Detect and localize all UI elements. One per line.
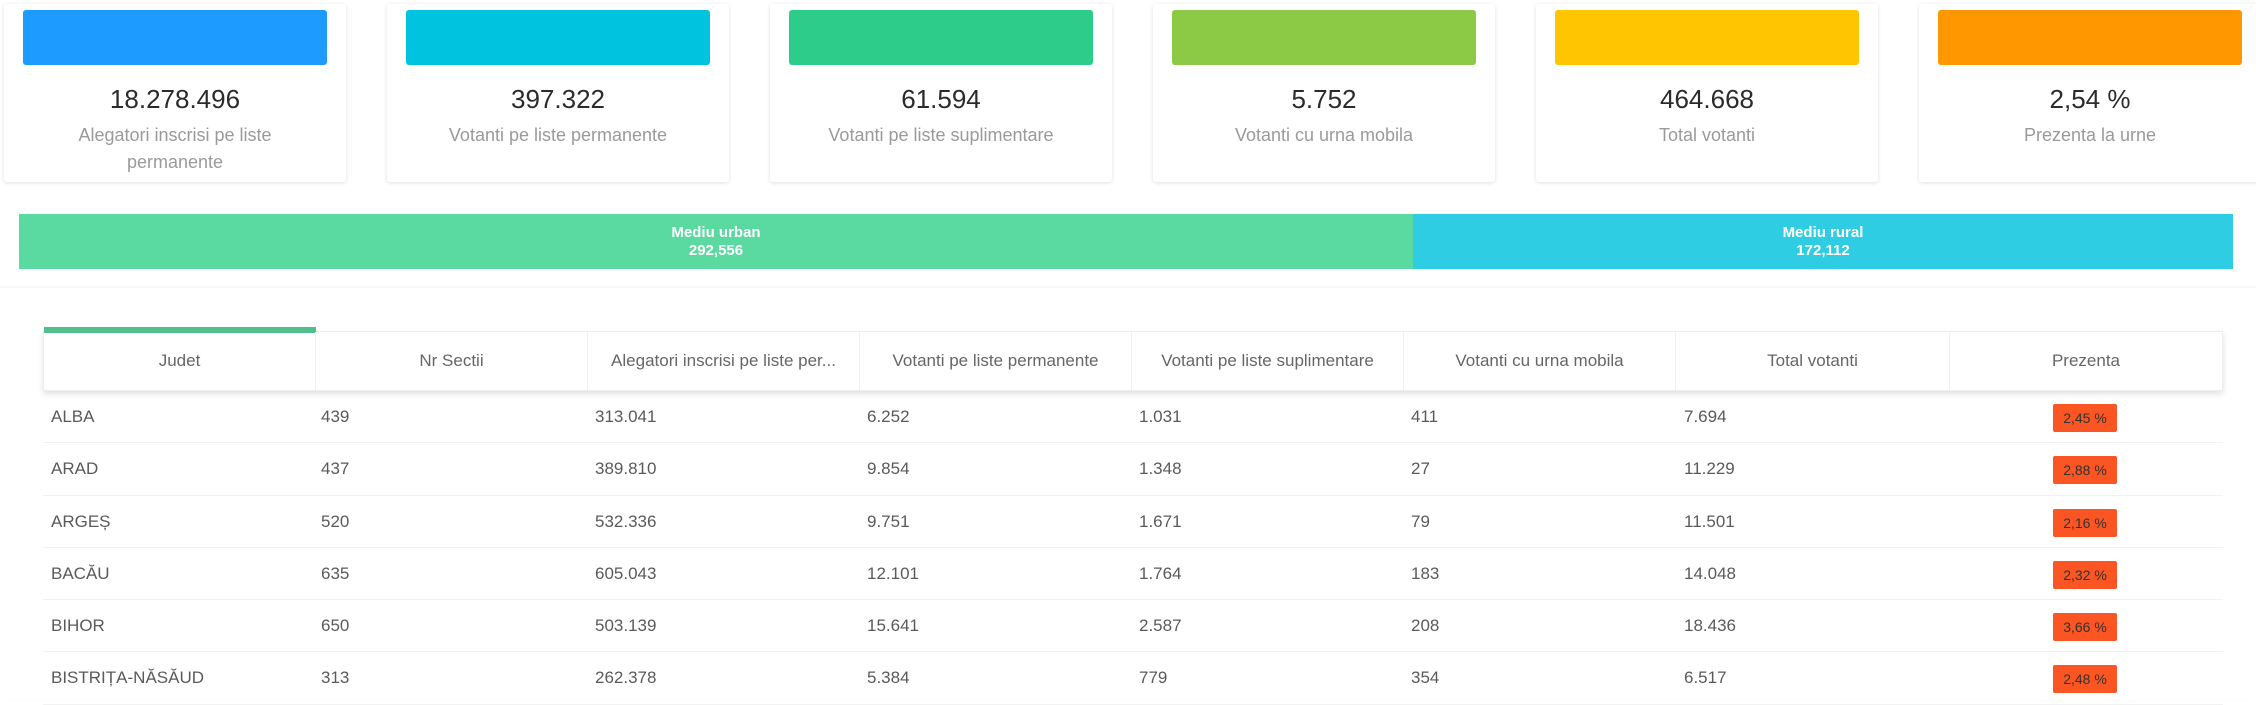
- turnout-badge: 2,45 %: [2053, 404, 2117, 432]
- stat-label: Votanti pe liste permanente: [448, 125, 668, 145]
- cell-total-votanti: 11.229: [1684, 459, 1735, 479]
- table-row[interactable]: BIHOR 650 503.139 15.641 2.587 208 18.436 3,66 …: [43, 600, 2223, 653]
- stat-card-total: 464.668 Total votanti: [1536, 4, 1878, 182]
- stat-card-color-bar: [1555, 10, 1859, 65]
- cell-votanti-suplimentare: 1.671: [1139, 511, 1182, 531]
- turnout-badge: 2,48 %: [2053, 665, 2117, 694]
- cell-alegatori: 389.810: [595, 459, 657, 479]
- table-row[interactable]: ARAD 437 389.810 9.854 1.348 27 11.229 2,88 %: [43, 443, 2223, 496]
- urban-value: 292,556: [688, 241, 744, 259]
- cell-judet: ARGEȘ: [51, 511, 111, 531]
- rural-value: 172,112: [1796, 241, 1850, 259]
- stat-value: 464.668: [1660, 84, 1754, 114]
- cell-nr-sectii: 313: [321, 668, 350, 688]
- stat-card-color-bar: [789, 10, 1093, 65]
- urban-title: Mediu urban: [671, 223, 761, 241]
- cell-votanti-permanente: 9.854: [867, 459, 910, 479]
- cell-alegatori: 532.336: [595, 511, 657, 531]
- turnout-badge: 2,88 %: [2053, 456, 2117, 485]
- stat-card-permanent: 397.322 Votanti pe liste permanente: [387, 4, 729, 182]
- cell-nr-sectii: 439: [321, 407, 350, 426]
- stat-card-color-bar: [1938, 10, 2242, 65]
- column-header-votanti-permanente[interactable]: Votanti pe liste permanente: [860, 332, 1132, 390]
- cell-nr-sectii: 635: [321, 563, 350, 583]
- stat-value: 61.594: [901, 84, 981, 114]
- cell-urna-mobila: 411: [1411, 407, 1439, 426]
- cell-nr-sectii: 650: [321, 616, 350, 636]
- stat-label: Total votanti: [1658, 125, 1756, 145]
- table-body: ALBA 439 313.041 6.252 1.031 411 7.694 2,45 % AR…: [43, 391, 2223, 705]
- rural-segment[interactable]: Mediu rural 172,112: [1413, 214, 2233, 269]
- cell-judet: ARAD: [51, 459, 99, 479]
- cell-judet: BACĂU: [51, 563, 110, 583]
- cell-votanti-permanente: 15.641: [867, 616, 919, 636]
- turnout-badge: 2,16 %: [2053, 508, 2117, 537]
- table-row[interactable]: BACĂU 635 605.043 12.101 1.764 183 14.048 2,32 …: [43, 548, 2223, 601]
- column-header-urna-mobila[interactable]: Votanti cu urna mobila: [1404, 332, 1676, 390]
- column-header-nr-sectii[interactable]: Nr Sectii: [316, 332, 588, 390]
- cell-total-votanti: 18.436: [1684, 616, 1736, 636]
- stat-label: Votanti cu urna mobila: [1234, 125, 1414, 145]
- stat-card-turnout: 2,54 % Prezenta la urne: [1919, 4, 2256, 182]
- cell-votanti-permanente: 12.101: [867, 563, 919, 583]
- cell-alegatori: 605.043: [595, 563, 657, 583]
- cell-votanti-suplimentare: 1.348: [1139, 459, 1182, 479]
- column-header-votanti-suplimentare[interactable]: Votanti pe liste suplimentare: [1132, 332, 1404, 390]
- stat-value: 18.278.496: [109, 84, 241, 114]
- cell-total-votanti: 11.501: [1684, 511, 1735, 531]
- cell-judet: ALBA: [51, 407, 95, 426]
- stat-value: 397.322: [511, 84, 605, 114]
- stat-card-color-bar: [406, 10, 710, 65]
- stat-label: Alegatori inscrisi pe liste permanente: [78, 125, 272, 172]
- stat-label: Prezenta la urne: [2023, 125, 2157, 145]
- cell-alegatori: 313.041: [595, 407, 657, 426]
- cell-nr-sectii: 437: [321, 459, 350, 479]
- cell-judet: BIHOR: [51, 616, 105, 636]
- stat-card-color-bar: [1172, 10, 1476, 65]
- cell-urna-mobila: 79: [1411, 511, 1430, 531]
- cell-votanti-suplimentare: 1.031: [1139, 407, 1182, 426]
- cell-nr-sectii: 520: [321, 511, 350, 531]
- cell-alegatori: 503.139: [595, 616, 657, 636]
- stat-card-supplementary: 61.594 Votanti pe liste suplimentare: [770, 4, 1112, 182]
- stat-label: Votanti pe liste suplimentare: [828, 125, 1054, 145]
- county-table-panel: Judet Nr Sectii Alegatori inscrisi pe li…: [0, 288, 2256, 705]
- turnout-badge: 2,32 %: [2053, 560, 2117, 589]
- cell-urna-mobila: 354: [1411, 668, 1440, 688]
- cell-total-votanti: 7.694: [1684, 407, 1727, 426]
- cell-urna-mobila: 27: [1411, 459, 1430, 479]
- column-header-total-votanti[interactable]: Total votanti: [1676, 332, 1950, 390]
- rural-title: Mediu rural: [1782, 223, 1864, 241]
- urban-segment[interactable]: Mediu urban 292,556: [19, 214, 1413, 269]
- county-table: Judet Nr Sectii Alegatori inscrisi pe li…: [43, 327, 2223, 705]
- cell-total-votanti: 14.048: [1684, 563, 1736, 583]
- cell-votanti-permanente: 5.384: [867, 668, 910, 688]
- cell-urna-mobila: 183: [1411, 563, 1440, 583]
- cell-urna-mobila: 208: [1411, 616, 1440, 636]
- cell-total-votanti: 6.517: [1684, 668, 1727, 688]
- column-header-prezenta[interactable]: Prezenta: [2051, 351, 2121, 370]
- stats-cards: 18.278.496 Alegatori inscrisi pe liste p…: [0, 0, 2256, 185]
- column-header-judet[interactable]: Judet: [44, 332, 316, 390]
- stat-card-color-bar: [23, 10, 327, 65]
- column-header-alegatori[interactable]: Alegatori inscrisi pe liste per...: [588, 332, 860, 390]
- table-header: Judet Nr Sectii Alegatori inscrisi pe li…: [43, 327, 2223, 391]
- table-row[interactable]: ARGEȘ 520 532.336 9.751 1.671 79 11.501 2,16 %: [43, 496, 2223, 548]
- cell-votanti-suplimentare: 1.764: [1139, 563, 1182, 583]
- stat-value: 2,54 %: [2049, 84, 2131, 114]
- active-sort-indicator: [44, 327, 316, 333]
- urban-rural-split-bar: Mediu urban 292,556 Mediu rural 172,112: [19, 214, 2233, 269]
- turnout-badge: 3,66 %: [2053, 613, 2117, 642]
- table-row[interactable]: BISTRIȚA-NĂSĂUD 313 262.378 5.384 779 354 6.51…: [43, 652, 2223, 705]
- cell-votanti-permanente: 6.252: [867, 407, 910, 426]
- stat-value: 5.752: [1291, 84, 1357, 114]
- stat-card-mobile: 5.752 Votanti cu urna mobila: [1153, 4, 1495, 182]
- cell-votanti-suplimentare: 779: [1139, 668, 1168, 688]
- cell-alegatori: 262.378: [595, 668, 657, 688]
- cell-votanti-permanente: 9.751: [867, 511, 910, 531]
- cell-judet: BISTRIȚA-NĂSĂUD: [51, 668, 205, 688]
- stat-card-registered: 18.278.496 Alegatori inscrisi pe liste p…: [4, 4, 346, 182]
- table-row[interactable]: ALBA 439 313.041 6.252 1.031 411 7.694 2,45 %: [43, 391, 2223, 444]
- cell-votanti-suplimentare: 2.587: [1139, 616, 1182, 636]
